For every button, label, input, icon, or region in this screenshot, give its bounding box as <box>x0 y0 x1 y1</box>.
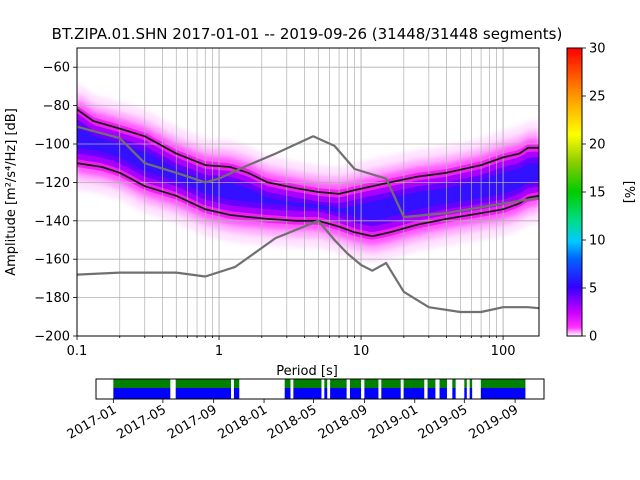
ppsd-density-heatmap <box>77 82 539 263</box>
timeline-segment-top <box>113 379 171 388</box>
timeline-segment-top <box>293 379 322 388</box>
series-line-1 <box>77 162 539 238</box>
series-line-2 <box>77 125 539 219</box>
colorbar: 0 5 10 15 20 25 30 [%] <box>566 42 636 345</box>
colorbar-tick-label: 15 <box>589 186 606 201</box>
x-tick-label: 1 <box>215 344 223 359</box>
timeline-segment-bottom <box>293 388 322 399</box>
timeline-segment-bottom <box>175 388 232 399</box>
timeline-segment-bottom <box>480 388 526 399</box>
colorbar-tick-label: 5 <box>589 282 597 297</box>
colorbar-tick-label: 25 <box>589 90 606 105</box>
timeline-segment-top <box>324 379 328 388</box>
density-band-6 <box>77 124 539 221</box>
colorbar-ticks: 0 5 10 15 20 25 30 <box>582 42 606 345</box>
timeline-tick-label: 2018-09 <box>316 402 371 442</box>
timeline-segment-top <box>349 379 362 388</box>
colorbar-gradient <box>566 47 583 337</box>
timeline-segment-top <box>175 379 232 388</box>
chart-title: BT.ZIPA.01.SHN 2017-01-01 -- 2019-09-26 … <box>52 25 563 43</box>
timeline-tick-label: 2019-09 <box>467 402 522 442</box>
timeline-tick-label: 2019-01 <box>366 402 421 442</box>
timeline-segment-bottom <box>113 388 171 399</box>
timeline-segment-top <box>452 379 456 388</box>
timeline-segment-top <box>233 379 240 388</box>
main-plot-area: 0.1 1 10 100 −200 −180 −160 −140 −120 −100 −80 −60… <box>4 47 540 379</box>
timeline-tick-label: 2019-05 <box>416 402 471 442</box>
x-axis-ticks: 0.1 1 10 100 <box>67 336 516 359</box>
x-tick-label: 100 <box>491 344 516 359</box>
timeline-segment-bottom <box>349 388 362 399</box>
timeline-segment-top <box>330 379 347 388</box>
percentile-lines <box>77 108 539 314</box>
timeline-segment-top <box>284 379 291 388</box>
timeline-segment-bottom <box>284 388 291 399</box>
y-tick-label: −200 <box>34 330 70 345</box>
grid-lines <box>76 48 539 337</box>
timeline-frame <box>95 378 545 400</box>
y-tick-label: −80 <box>43 99 70 114</box>
timeline-ticks: 2017-012017-052017-092018-012018-052018-… <box>65 399 521 443</box>
timeline-tick-label: 2017-09 <box>165 402 220 442</box>
timeline-tick-label: 2018-01 <box>216 402 271 442</box>
timeline-segment-bottom <box>452 388 456 399</box>
timeline-segment-bottom <box>381 388 401 399</box>
x-axis-label: Period [s] <box>276 364 338 379</box>
y-axis-label: Amplitude [m²/s⁴/Hz] [dB] <box>4 108 19 276</box>
timeline-tick-label: 2018-05 <box>265 402 320 442</box>
timeline-segment-top <box>403 379 425 388</box>
colorbar-tick-label: 0 <box>589 330 597 345</box>
timeline-tick-label: 2017-01 <box>65 402 120 442</box>
timeline-segment-bottom <box>403 388 425 399</box>
y-tick-label: −60 <box>43 61 70 76</box>
timeline-segment-top <box>381 379 401 388</box>
timeline-segment-bottom <box>233 388 240 399</box>
timeline-segment-bottom <box>469 388 473 399</box>
timeline-segment-top <box>439 379 447 388</box>
series-line-0 <box>77 108 539 195</box>
y-tick-label: −100 <box>34 138 70 153</box>
y-tick-label: −180 <box>34 291 70 306</box>
colorbar-tick-label: 10 <box>589 234 606 249</box>
y-tick-label: −140 <box>34 214 70 229</box>
timeline-segment-bottom <box>330 388 347 399</box>
timeline-segment-bottom <box>439 388 447 399</box>
timeline-segment-top <box>480 379 526 388</box>
timeline-tick-label: 2017-05 <box>114 402 169 442</box>
y-tick-label: −160 <box>34 253 70 268</box>
timeline-segment-bottom <box>364 388 379 399</box>
colorbar-tick-label: 20 <box>589 138 606 153</box>
timeline-segment-bottom <box>427 388 436 399</box>
data-availability-timeline: 2017-012017-052017-092018-012018-052018-… <box>65 378 545 443</box>
series-line-3 <box>77 219 539 314</box>
timeline-segment-top <box>364 379 379 388</box>
plot-frame <box>76 47 540 337</box>
timeline-segment-top <box>469 379 473 388</box>
colorbar-label: [%] <box>621 181 636 204</box>
timeline-segment-top <box>464 379 467 388</box>
y-tick-label: −120 <box>34 176 70 191</box>
timeline-segment-bottom <box>324 388 328 399</box>
timeline-segments <box>113 379 526 399</box>
colorbar-tick-label: 30 <box>589 42 606 57</box>
x-tick-label: 0.1 <box>67 344 88 359</box>
timeline-segment-bottom <box>464 388 467 399</box>
x-tick-label: 10 <box>353 344 370 359</box>
timeline-segment-top <box>427 379 436 388</box>
y-axis-ticks: −200 −180 −160 −140 −120 −100 −80 −60 <box>34 61 77 345</box>
